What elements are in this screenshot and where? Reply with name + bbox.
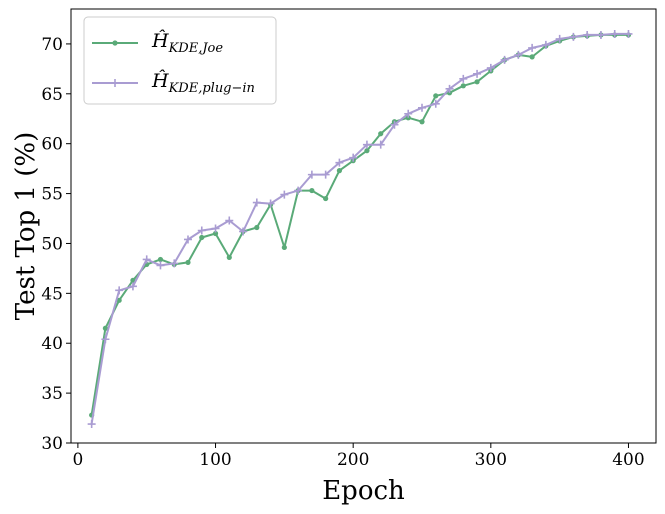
- y-tick-label: 50: [41, 234, 63, 254]
- x-tick-label: 0: [72, 450, 83, 470]
- data-point: [378, 131, 384, 137]
- legend: ĤKDE,Joe ĤKDE,plug−in: [83, 16, 277, 105]
- series-layer: [87, 29, 633, 429]
- data-point: [474, 79, 480, 85]
- y-tick-label: 30: [41, 434, 63, 454]
- data-point: [142, 255, 151, 264]
- data-point: [583, 30, 592, 39]
- data-point: [486, 63, 495, 72]
- data-point: [404, 109, 413, 118]
- data-point: [335, 158, 344, 167]
- y-axis-label: Test Top 1 (%): [11, 132, 41, 320]
- data-point: [226, 254, 232, 261]
- x-tick-label: 300: [475, 450, 507, 470]
- data-point: [390, 120, 399, 129]
- y-tick-label: 55: [41, 185, 63, 205]
- y-tick-label: 45: [41, 284, 63, 304]
- y-tick-label: 60: [41, 135, 63, 155]
- data-point: [101, 335, 110, 344]
- legend-swatch-marker: [112, 40, 118, 46]
- data-point: [280, 190, 289, 199]
- data-point: [362, 140, 371, 149]
- data-point: [445, 84, 454, 93]
- data-point: [212, 230, 219, 237]
- legend-label: ĤKDE,plug−in: [151, 69, 255, 96]
- data-point: [156, 261, 165, 270]
- x-tick-label: 400: [612, 450, 644, 470]
- data-point: [349, 153, 358, 162]
- data-point: [610, 29, 619, 38]
- data-point: [596, 30, 605, 39]
- data-point: [321, 170, 330, 179]
- data-point: [281, 244, 287, 251]
- data-point: [569, 32, 578, 41]
- data-point: [87, 420, 96, 429]
- data-point: [376, 140, 385, 149]
- data-point: [211, 224, 220, 233]
- legend-label-sub: KDE,Joe: [168, 41, 224, 56]
- legend-entry-plug-in: ĤKDE,plug−in: [92, 69, 255, 96]
- data-point: [336, 168, 343, 174]
- data-point: [197, 226, 206, 235]
- legend-label-main: Ĥ: [151, 69, 169, 92]
- legend-swatch-marker: [111, 79, 119, 87]
- series-line: [90, 32, 629, 425]
- data-point: [157, 256, 164, 263]
- data-point: [309, 187, 315, 194]
- data-point: [529, 54, 535, 60]
- data-point: [128, 282, 137, 291]
- data-point: [433, 93, 439, 99]
- data-point: [254, 224, 260, 231]
- data-point: [239, 227, 248, 236]
- data-point: [460, 83, 466, 89]
- series-kde-plug-in: [87, 29, 633, 429]
- data-point: [199, 234, 205, 241]
- x-tick-label: 200: [337, 450, 369, 470]
- data-point: [185, 259, 191, 266]
- data-point: [473, 69, 482, 78]
- data-point: [115, 286, 124, 295]
- y-tick-label: 70: [41, 35, 63, 55]
- data-point: [364, 148, 370, 154]
- data-point: [252, 198, 261, 207]
- data-point: [294, 186, 303, 195]
- x-tick-label: 100: [199, 450, 231, 470]
- series-line: [90, 33, 629, 416]
- data-point: [528, 43, 537, 52]
- y-tick-label: 65: [41, 85, 63, 105]
- x-axis-label: Epoch: [322, 476, 405, 506]
- legend-label-sub: KDE,plug−in: [168, 81, 255, 96]
- plot-frame: [70, 8, 657, 444]
- data-point: [541, 40, 550, 49]
- data-point: [307, 170, 316, 179]
- axis-ticks: 0 100 200 300 400 30 35 40 45 50 55 60 65 70: [41, 35, 644, 470]
- data-point: [418, 103, 426, 112]
- data-point: [184, 235, 192, 244]
- data-point: [102, 325, 109, 331]
- data-point: [514, 50, 523, 59]
- data-point: [170, 259, 179, 268]
- legend-label: ĤKDE,Joe: [151, 29, 223, 56]
- data-point: [431, 99, 440, 108]
- data-point: [323, 195, 329, 202]
- y-tick-label: 35: [41, 384, 63, 404]
- legend-entry-joe: ĤKDE,Joe: [92, 29, 223, 56]
- data-point: [624, 29, 633, 38]
- data-point: [459, 74, 468, 83]
- y-tick-label: 40: [41, 334, 63, 354]
- data-point: [555, 34, 564, 43]
- data-point: [419, 119, 425, 125]
- data-point: [116, 297, 122, 303]
- data-point: [500, 55, 509, 64]
- data-point: [225, 216, 234, 225]
- data-point: [266, 199, 275, 208]
- legend-label-main: Ĥ: [151, 29, 169, 52]
